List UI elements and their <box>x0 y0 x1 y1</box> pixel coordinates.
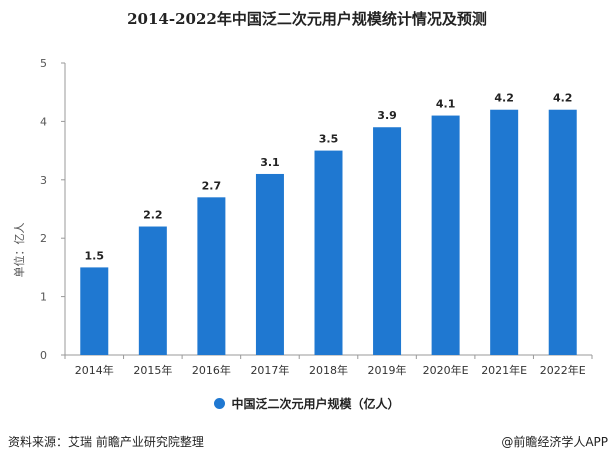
y-tick-labels: 0 1 2 3 4 5 <box>40 57 47 362</box>
source-note: 资料来源：艾瑞 前瞻产业研究院整理 <box>8 435 204 449</box>
y-tick-label: 0 <box>40 349 47 362</box>
chart-title: 2014-2022年中国泛二次元用户规模统计情况及预测 <box>127 10 487 28</box>
brand-note: @前瞻经济学人APP <box>501 435 608 449</box>
bars <box>80 109 577 356</box>
bar <box>373 127 402 356</box>
y-axis-label-wrap: 单位：亿人 <box>13 223 98 278</box>
legend-swatch <box>214 398 226 409</box>
y-tick-label: 2 <box>40 232 47 245</box>
data-label: 3.1 <box>260 156 280 169</box>
bar <box>80 267 109 355</box>
x-tick-label: 2022年E <box>540 363 586 377</box>
data-label: 4.2 <box>494 92 514 105</box>
bar <box>197 197 226 355</box>
data-label: 3.9 <box>377 109 397 122</box>
data-label: 1.5 <box>85 249 105 262</box>
y-tick-label: 4 <box>40 115 47 128</box>
data-label: 2.7 <box>202 179 222 192</box>
data-label: 4.1 <box>436 98 456 111</box>
y-tick-label: 3 <box>40 174 47 187</box>
y-tick-label: 1 <box>40 291 47 304</box>
bar <box>138 226 167 355</box>
bar <box>490 109 519 355</box>
y-tick-label: 5 <box>40 57 47 70</box>
x-tick-label: 2018年 <box>309 363 348 377</box>
bar <box>255 173 284 355</box>
data-label: 4.2 <box>553 92 573 105</box>
legend: 中国泛二次元用户规模（亿人） <box>0 395 614 412</box>
legend-label: 中国泛二次元用户规模（亿人） <box>231 397 400 411</box>
x-tick-label: 2020年E <box>423 363 469 377</box>
x-tick-label: 2016年 <box>192 363 231 377</box>
x-tick-label: 2021年E <box>481 363 527 377</box>
bar <box>548 109 577 355</box>
x-tick-labels: 2014年 2015年 2016年 2017年 2018年 2019年 2020年E 2021… <box>75 363 586 377</box>
x-tick-label: 2017年 <box>250 363 289 377</box>
y-axis-label: 单位：亿人 <box>13 222 26 278</box>
x-tick-label: 2014年 <box>75 363 114 377</box>
data-labels: 1.5 2.2 2.7 3.1 3.5 3.9 4.1 4.2 4.2 <box>85 92 573 263</box>
bar <box>314 150 343 355</box>
bar <box>431 115 460 355</box>
x-tick-label: 2019年 <box>368 363 407 377</box>
x-tick-label: 2015年 <box>133 363 172 377</box>
data-label: 2.2 <box>143 209 163 222</box>
data-label: 3.5 <box>319 133 339 146</box>
